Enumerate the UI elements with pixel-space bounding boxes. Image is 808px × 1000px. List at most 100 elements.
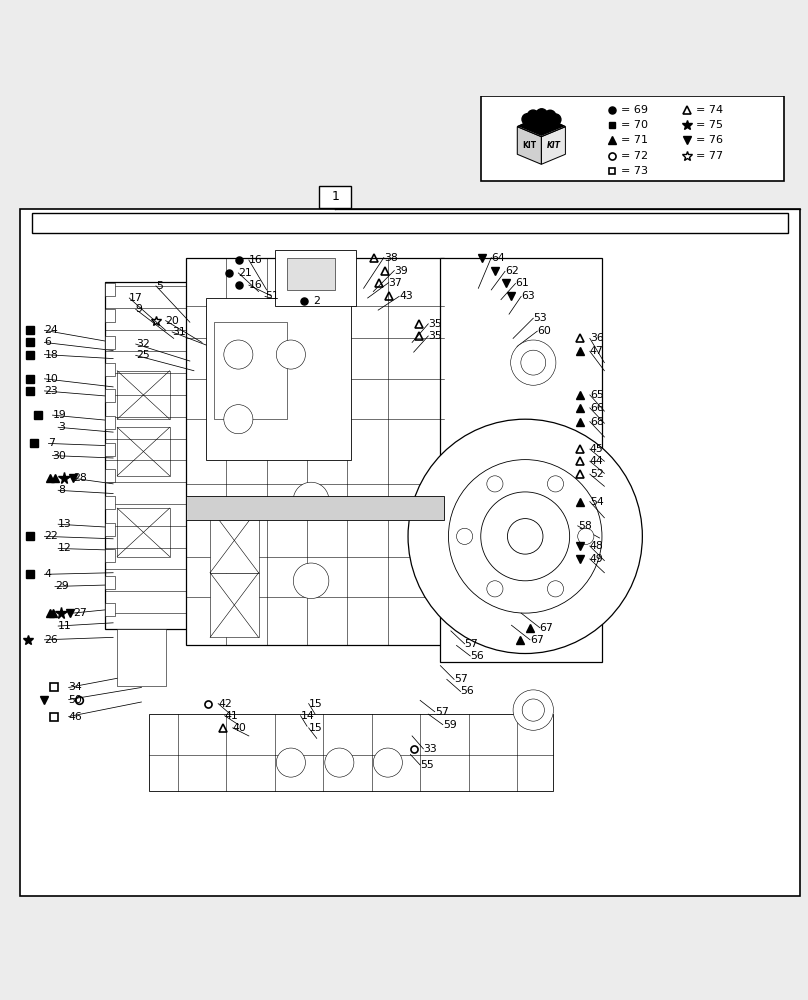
Bar: [186, 258, 444, 645]
Bar: [105, 549, 115, 562]
Text: 10: 10: [44, 374, 58, 384]
Bar: [105, 576, 115, 589]
Text: 44: 44: [590, 456, 604, 466]
Circle shape: [325, 748, 354, 777]
Bar: [117, 629, 166, 686]
Bar: [319, 186, 351, 208]
Bar: [210, 508, 259, 573]
Circle shape: [486, 476, 503, 492]
Bar: [117, 508, 170, 557]
Text: 57: 57: [454, 674, 468, 684]
Bar: [206, 298, 351, 460]
Bar: [105, 283, 115, 296]
Bar: [105, 496, 115, 509]
Circle shape: [536, 109, 547, 120]
Bar: [275, 250, 356, 306]
Circle shape: [276, 340, 305, 369]
Bar: [149, 714, 553, 791]
Circle shape: [522, 699, 545, 721]
Circle shape: [578, 528, 594, 544]
Circle shape: [549, 114, 561, 125]
Circle shape: [511, 340, 556, 385]
Circle shape: [408, 419, 642, 654]
Text: 31: 31: [172, 327, 186, 337]
Text: 67: 67: [530, 635, 544, 645]
Bar: [105, 523, 115, 536]
Bar: [481, 96, 784, 181]
Text: 45: 45: [590, 444, 604, 454]
Text: 48: 48: [590, 541, 604, 551]
Bar: [117, 371, 170, 419]
Circle shape: [481, 492, 570, 581]
Text: KIT: KIT: [546, 141, 561, 150]
Circle shape: [293, 563, 329, 599]
Text: 16: 16: [249, 255, 263, 265]
Text: 64: 64: [491, 253, 505, 263]
Text: 65: 65: [590, 390, 604, 400]
Text: KIT: KIT: [522, 141, 537, 150]
Text: 8: 8: [58, 485, 65, 495]
Polygon shape: [517, 116, 566, 137]
Text: 25: 25: [136, 350, 149, 360]
Circle shape: [448, 460, 602, 613]
Text: 60: 60: [537, 326, 551, 336]
Circle shape: [457, 528, 473, 544]
Text: 43: 43: [399, 291, 413, 301]
Text: 28: 28: [73, 473, 86, 483]
Text: 49: 49: [590, 554, 604, 564]
Bar: [105, 443, 115, 456]
Polygon shape: [541, 127, 566, 164]
Bar: [186, 496, 444, 520]
Text: 42: 42: [218, 699, 232, 709]
Text: 39: 39: [394, 266, 408, 276]
Bar: [105, 282, 246, 629]
Text: 33: 33: [423, 744, 437, 754]
Bar: [287, 258, 335, 290]
Circle shape: [224, 405, 253, 434]
Text: 35: 35: [428, 331, 442, 341]
Text: 40: 40: [233, 723, 246, 733]
Text: 11: 11: [58, 621, 72, 631]
Text: 17: 17: [129, 293, 143, 303]
Text: = 72: = 72: [621, 151, 649, 161]
Text: 35: 35: [428, 319, 442, 329]
Text: = 71: = 71: [621, 135, 648, 145]
Text: 15: 15: [309, 723, 322, 733]
Text: 37: 37: [389, 278, 402, 288]
Text: 67: 67: [540, 623, 553, 633]
Bar: [105, 469, 115, 482]
Text: 9: 9: [136, 304, 143, 314]
Text: = 77: = 77: [696, 151, 724, 161]
Text: 26: 26: [44, 635, 58, 645]
Text: 16: 16: [249, 280, 263, 290]
Text: 47: 47: [590, 346, 604, 356]
Bar: [105, 603, 115, 616]
Text: 19: 19: [53, 410, 66, 420]
Text: 41: 41: [225, 711, 238, 721]
Bar: [105, 389, 115, 402]
Text: = 76: = 76: [696, 135, 723, 145]
Bar: [440, 258, 602, 662]
Text: 57: 57: [465, 639, 478, 649]
Text: 54: 54: [590, 497, 604, 507]
Text: 3: 3: [58, 422, 65, 432]
Text: 61: 61: [516, 278, 529, 288]
Text: 6: 6: [44, 337, 52, 347]
Bar: [214, 322, 287, 419]
Circle shape: [522, 114, 533, 125]
Text: 34: 34: [69, 682, 82, 692]
Text: 5: 5: [156, 281, 163, 291]
Bar: [105, 309, 115, 322]
Text: 15: 15: [309, 699, 322, 709]
Bar: [20, 209, 800, 896]
Text: 53: 53: [533, 313, 547, 323]
Text: 13: 13: [58, 519, 72, 529]
Circle shape: [507, 519, 543, 554]
Text: 57: 57: [435, 707, 448, 717]
Text: = 74: = 74: [696, 105, 724, 115]
Text: = 69: = 69: [621, 105, 648, 115]
Text: 46: 46: [69, 712, 82, 722]
Circle shape: [545, 110, 556, 122]
Text: 30: 30: [53, 451, 66, 461]
Text: 50: 50: [69, 695, 82, 705]
